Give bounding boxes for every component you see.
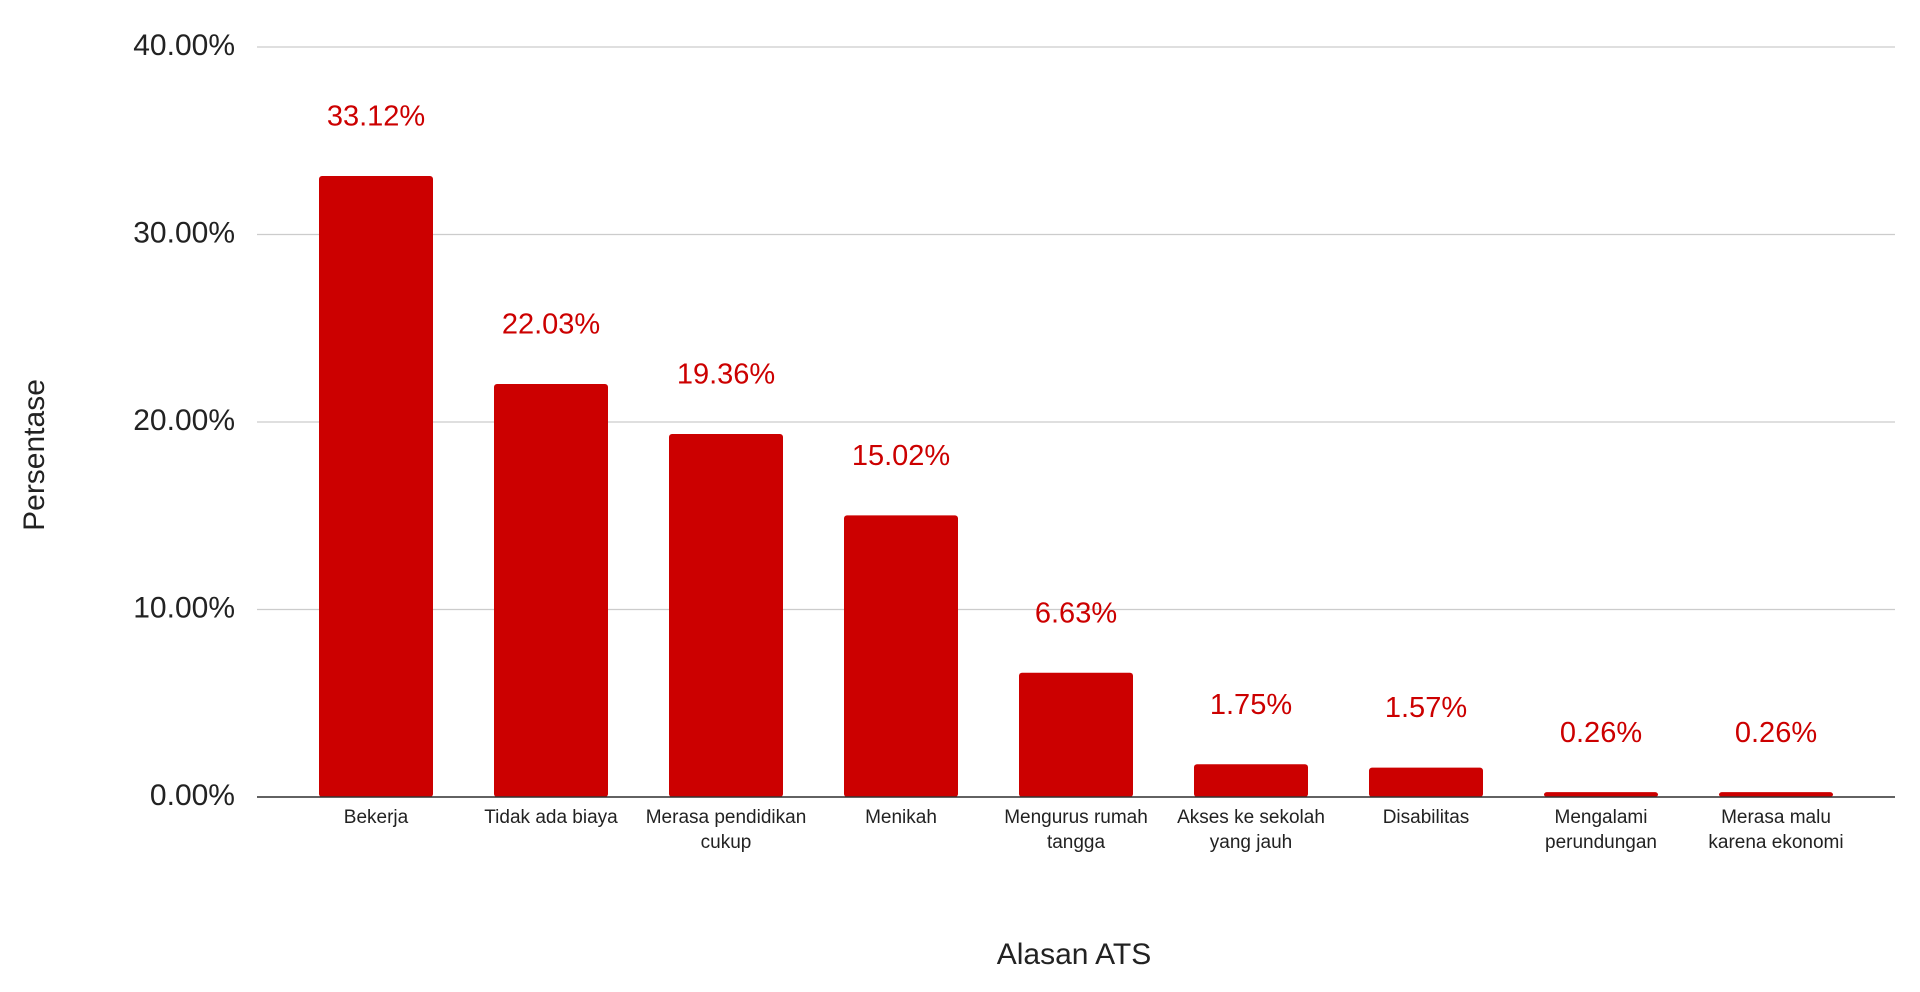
value-label: 33.12% [327,101,425,133]
x-tick-label: Merasa malu karena ekonomi [1708,807,1844,853]
y-tick-label: 10.00% [133,591,235,624]
y-tick-label: 40.00% [133,29,235,62]
x-tick-label: Tidak ada biaya [484,807,618,828]
x-tick-label: Disabilitas [1382,807,1470,828]
value-label: 1.57% [1385,692,1467,724]
x-tick-label: Merasa pendidikan cukup [645,807,807,853]
bar [494,383,608,797]
bar [669,434,783,797]
value-label: 6.63% [1035,597,1117,629]
bar [1544,792,1658,797]
x-tick-label: Akses ke sekolah yang jauh [1177,807,1325,853]
bar [1019,672,1133,797]
value-label: 15.02% [852,440,950,472]
bar [1369,767,1483,797]
bar [319,176,433,797]
bar [1194,764,1308,797]
x-tick-label: Menikah [865,807,937,828]
value-label: 0.26% [1560,717,1642,749]
x-axis-title: Alasan ATS [997,938,1152,971]
y-tick-label: 20.00% [133,404,235,437]
bar [844,515,958,797]
x-tick-label: Mengalami perundungan [1545,807,1657,853]
value-label: 22.03% [502,309,600,341]
value-label: 1.75% [1210,689,1292,721]
y-tick-label: 0.00% [150,779,235,812]
x-tick-label: Mengurus rumah tangga [1004,807,1148,853]
y-tick-label: 30.00% [133,216,235,249]
bar [1719,792,1833,797]
value-label: 19.36% [677,359,775,391]
x-tick-label: Bekerja [343,807,409,828]
value-label: 0.26% [1735,717,1817,749]
y-axis-title: Persentase [18,379,51,531]
